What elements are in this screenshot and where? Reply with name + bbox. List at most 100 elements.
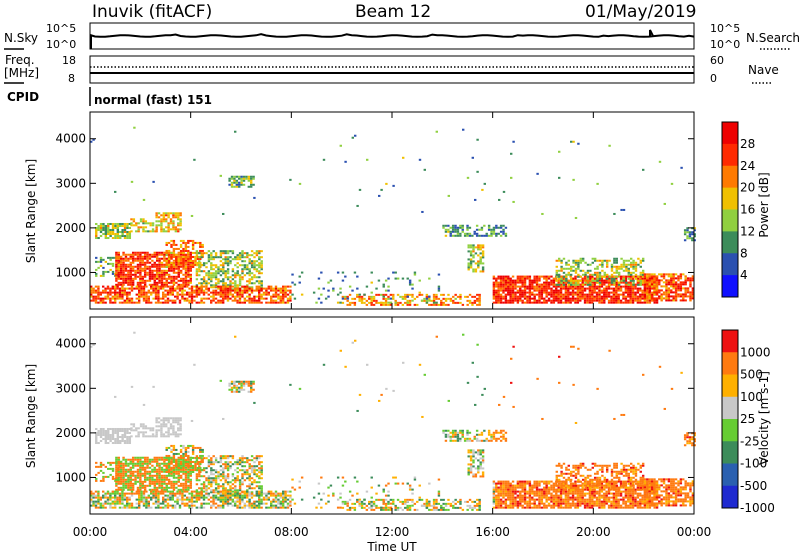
power-cell — [90, 299, 93, 302]
velocity-cell — [94, 496, 98, 499]
velocity-cell — [195, 492, 198, 495]
velocity-cell — [99, 502, 102, 505]
power-cell — [459, 224, 462, 227]
power-cell — [97, 301, 100, 304]
power-cell — [605, 281, 608, 284]
power-cell — [248, 289, 251, 292]
power-cell — [547, 281, 551, 284]
velocity-cell — [119, 472, 123, 475]
power-cell — [133, 126, 136, 129]
power-cell — [502, 224, 505, 227]
power-cell — [648, 291, 651, 294]
power-cell — [461, 226, 464, 229]
velocity-cell — [177, 456, 180, 459]
power-cell — [258, 256, 261, 259]
velocity-cell — [97, 496, 100, 499]
power-cell — [202, 276, 206, 279]
power-cell — [557, 257, 561, 260]
velocity-cell — [99, 506, 102, 509]
velocity-cell — [109, 463, 112, 466]
power-cell — [212, 272, 215, 275]
velocity-cell — [253, 487, 256, 490]
velocity-cell — [202, 469, 206, 472]
velocity-cell — [124, 462, 128, 465]
power-cell — [231, 250, 235, 253]
velocity-cell — [119, 462, 123, 465]
velocity-cell — [196, 446, 200, 449]
power-cell — [478, 297, 481, 300]
power-cell — [205, 274, 208, 277]
power-cell — [158, 251, 161, 254]
power-cell — [102, 289, 105, 292]
power-cell — [348, 301, 352, 304]
velocity-cell — [148, 480, 152, 483]
velocity-cell — [139, 464, 142, 467]
power-cell — [119, 231, 122, 234]
power-cell — [358, 188, 362, 191]
power-cell — [104, 237, 108, 240]
power-cell — [672, 285, 675, 288]
power-cell — [512, 140, 515, 143]
power-cell — [519, 289, 522, 292]
power-cell — [509, 293, 512, 296]
power-cell — [152, 289, 155, 292]
velocity-cell — [114, 429, 117, 432]
velocity-cell — [170, 468, 173, 471]
power-cell — [404, 301, 407, 304]
power-cell — [507, 279, 510, 282]
power-cell — [322, 158, 326, 161]
velocity-cell — [135, 490, 138, 493]
power-cell — [665, 285, 668, 288]
power-cell — [584, 273, 587, 276]
power-cell — [169, 218, 173, 221]
velocity-cell — [189, 484, 192, 487]
velocity-cell — [107, 429, 110, 432]
velocity-cell — [198, 496, 201, 499]
velocity-cell — [143, 458, 147, 461]
velocity-cell — [127, 470, 130, 473]
power-cell — [258, 266, 261, 269]
power-cell — [693, 227, 696, 230]
velocity-cell — [176, 496, 179, 499]
velocity-cell — [119, 488, 123, 491]
power-cell — [689, 283, 692, 286]
power-cell — [124, 277, 128, 280]
power-cell — [564, 295, 568, 298]
power-cell — [258, 291, 261, 294]
power-cell — [615, 279, 618, 282]
velocity-cell — [187, 466, 190, 469]
velocity-cell — [175, 452, 178, 455]
power-cell — [610, 263, 614, 266]
power-cell — [679, 285, 683, 288]
power-cell — [639, 275, 642, 278]
power-cell — [408, 283, 412, 286]
velocity-cell — [97, 465, 100, 468]
velocity-cell — [122, 476, 125, 479]
power-cell — [136, 281, 140, 284]
cpid-label: CPID — [7, 90, 39, 104]
power-cell — [139, 253, 142, 256]
velocity-cell — [226, 469, 230, 472]
velocity-cell — [214, 483, 218, 486]
power-cell — [90, 293, 93, 296]
power-cell — [555, 293, 558, 296]
velocity-cell — [146, 462, 149, 465]
power-cell — [139, 265, 142, 268]
power-cell — [148, 253, 152, 256]
power-cell — [189, 253, 192, 256]
velocity-cell — [99, 427, 103, 430]
power-cell — [504, 289, 508, 292]
velocity-cell — [172, 427, 175, 430]
power-cell — [167, 251, 171, 254]
power-cell — [134, 277, 137, 280]
power-cell — [107, 224, 110, 227]
power-cell — [97, 291, 100, 294]
power-cell — [202, 291, 206, 294]
velocity-cell — [226, 489, 230, 492]
power-cell — [476, 299, 479, 302]
power-cell — [111, 285, 114, 288]
power-cell — [139, 255, 142, 258]
power-cell — [170, 279, 173, 282]
power-cell — [165, 283, 168, 286]
power-cell — [141, 275, 144, 278]
